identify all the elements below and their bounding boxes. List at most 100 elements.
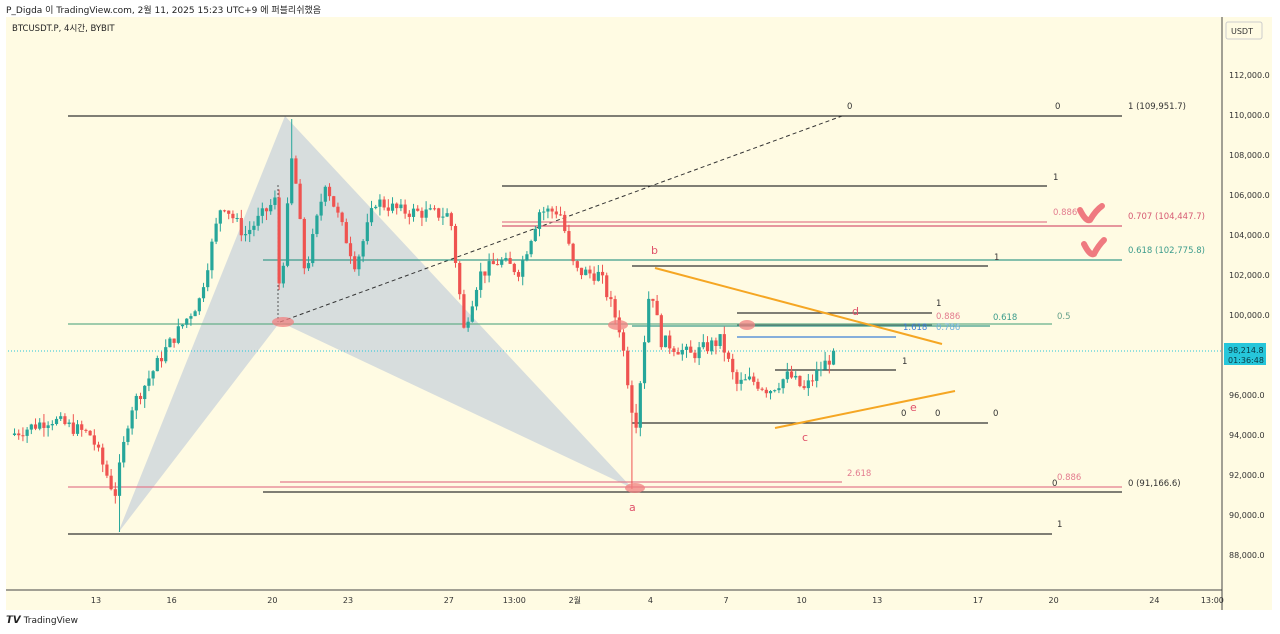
candle-body (189, 316, 193, 319)
candle-body (298, 183, 302, 219)
price-chart[interactable]: 0 0 1 (109,951.7) 1 0.886 0.707 (104,447… (6, 17, 1272, 610)
candle-body (117, 462, 122, 496)
fib-label: 0.886 (1053, 208, 1077, 218)
candle-body (306, 263, 311, 269)
price-tick-label: 106,000.0 (1229, 191, 1270, 200)
time-tick-label: 17 (973, 596, 983, 605)
candle-body (38, 422, 42, 429)
footer: 𝙏𝙑 TradingView (6, 615, 78, 626)
fib-label: 1.618 (903, 323, 927, 333)
fib-label: 0.5 (1057, 312, 1071, 322)
fib-label: 0 (993, 409, 998, 419)
candle-body (802, 386, 806, 389)
candle-body (113, 489, 117, 496)
candle-body (823, 360, 827, 370)
candle-body (739, 379, 743, 384)
candle-body (609, 297, 613, 300)
candle-body (760, 388, 764, 390)
price-tick-label: 94,000.0 (1229, 431, 1265, 440)
candle-body (407, 213, 411, 217)
time-tick-label: 20 (267, 596, 277, 605)
candle-body (596, 271, 600, 281)
candle-body (46, 425, 50, 428)
candle-body (634, 412, 638, 428)
triangle-upper-line[interactable] (654, 267, 943, 345)
candle-body (126, 428, 130, 442)
candle-body (185, 318, 189, 325)
candle-body (466, 321, 470, 328)
candle-body (222, 210, 227, 212)
candle-body (714, 340, 718, 347)
candle-body (710, 340, 714, 352)
price-tick-label: 102,000.0 (1229, 271, 1270, 280)
candle-body (672, 348, 676, 352)
candles (12, 119, 836, 532)
candle-body (487, 261, 491, 276)
candle-body (512, 263, 516, 273)
candle-body (218, 210, 222, 224)
triangle-lower-line[interactable] (774, 390, 956, 429)
candle-body (500, 260, 504, 265)
candle-body (743, 379, 747, 381)
candle-body (579, 267, 584, 276)
candle-body (567, 231, 571, 244)
time-tick-label: 13 (872, 596, 882, 605)
candle-body (168, 338, 172, 348)
candle-body (453, 225, 458, 263)
candle-body (529, 240, 533, 255)
candle-body (193, 311, 197, 317)
candle-body (693, 352, 697, 359)
candle-body (29, 424, 33, 430)
price-tick-label: 96,000.0 (1229, 391, 1265, 400)
candle-body (138, 395, 143, 400)
candle-body (357, 256, 361, 270)
candle-body (21, 435, 25, 437)
price-tick-label: 110,000.0 (1229, 111, 1270, 120)
time-tick-label: 4 (648, 596, 653, 605)
candle-body (600, 271, 605, 276)
fib-label: 0 (935, 409, 940, 419)
candle-body (319, 201, 323, 216)
chart-area[interactable]: 0 0 1 (109,951.7) 1 0.886 0.707 (104,447… (6, 17, 1272, 610)
candle-body (332, 196, 336, 207)
candle-body (647, 298, 651, 343)
candle-body (735, 372, 739, 384)
candle-body (340, 212, 344, 223)
candle-body (642, 342, 647, 384)
fib-label: 0.707 (104,447.7) (1128, 212, 1205, 222)
price-tick-label: 88,000.0 (1229, 551, 1265, 560)
candle-body (495, 264, 500, 266)
time-tick-label: 13 (91, 596, 101, 605)
price-axis[interactable]: 112,000.0 110,000.0 108,000.0 106,000.0 104,… (1229, 71, 1270, 560)
candle-body (17, 433, 21, 436)
fib-label: 0.618 (993, 313, 1017, 323)
candle-body (159, 358, 164, 362)
fib-label: 1 (1057, 520, 1062, 530)
point-label-a: a (629, 501, 636, 514)
candle-body (815, 369, 819, 381)
candle-body (344, 222, 348, 244)
candle-body (12, 433, 17, 435)
candle-body (584, 269, 588, 276)
candle-body (172, 338, 176, 343)
candle-body (323, 186, 327, 202)
fib-label: 1 (936, 299, 941, 309)
price-tick-label: 104,000.0 (1229, 231, 1270, 240)
candle-body (588, 269, 592, 274)
price-tick-label: 108,000.0 (1229, 151, 1270, 160)
candle-body (794, 375, 798, 378)
point-label-d: d (852, 305, 859, 318)
candle-body (96, 444, 101, 448)
candle-body (315, 215, 319, 235)
last-price-value: 98,214.8 (1228, 346, 1264, 355)
time-axis[interactable]: 13 16 20 23 27 13:00 2월 4 7 10 13 17 20 24 13:00 (91, 595, 1224, 605)
currency-box[interactable] (1225, 21, 1263, 40)
fib-label: 0 (901, 409, 906, 419)
last-price-badge (1224, 343, 1266, 365)
candle-body (458, 262, 462, 295)
trend-dashed-line[interactable] (279, 115, 843, 323)
candle-body (546, 208, 550, 212)
candle-body (516, 272, 521, 277)
check-mark-icon (1077, 203, 1105, 224)
candle-body (525, 254, 529, 261)
